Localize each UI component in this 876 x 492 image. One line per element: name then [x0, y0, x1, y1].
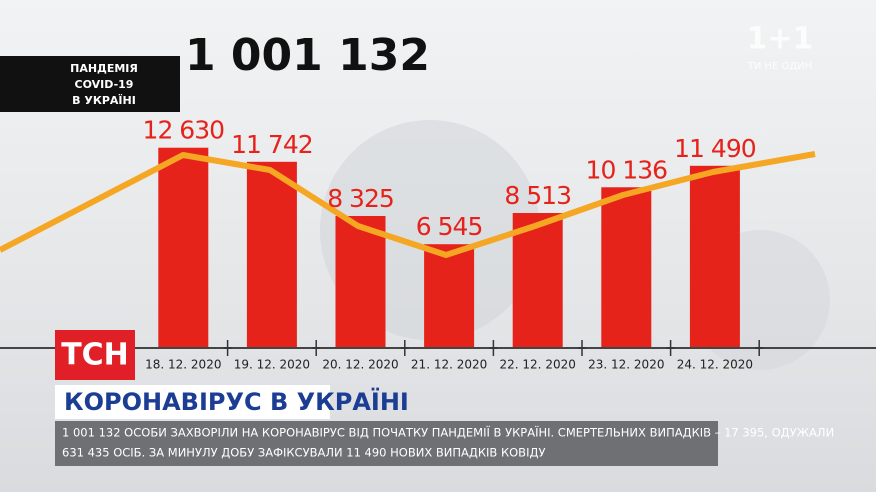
bar [158, 147, 209, 348]
x-tick-label: 18. 12. 2020 [145, 358, 221, 372]
channel-slogan: ТИ НЕ ОДИН [747, 61, 812, 72]
separator [400, 340, 409, 356]
x-tick-label: 24. 12. 2020 [677, 358, 753, 372]
separator [489, 340, 498, 356]
x-tick-label: 22. 12. 2020 [500, 358, 576, 372]
bar [601, 187, 652, 348]
x-tick-label: 20. 12. 2020 [322, 358, 398, 372]
bar [246, 161, 297, 348]
bar [512, 213, 563, 348]
bar [335, 215, 386, 348]
total-cases: 1 001 132 [185, 30, 430, 81]
x-tick-label: 23. 12. 2020 [588, 358, 664, 372]
trend-line [0, 151, 816, 258]
channel-logo: 1+1 [747, 22, 814, 57]
ticker-box [55, 421, 718, 466]
separator [666, 340, 675, 356]
bar [424, 244, 475, 348]
headline: КОРОНАВІРУС В УКРАЇНІ [64, 387, 409, 416]
ticker-line: 631 435 ОСІБ. ЗА МИНУЛУ ДОБУ ЗАФІКСУВАЛИ… [62, 446, 545, 460]
value-label: 6 545 [416, 212, 483, 241]
badge-box [0, 56, 180, 112]
badge-line: ПАНДЕМІЯ [70, 62, 138, 75]
value-label: 8 325 [327, 184, 394, 213]
value-label: 10 136 [586, 155, 668, 184]
badge-line: В УКРАЇНІ [72, 93, 136, 107]
value-label: 11 742 [231, 130, 312, 159]
ticker-line: 1 001 132 ОСОБИ ЗАХВОРІЛИ НА КОРОНАВІРУС… [62, 425, 834, 440]
separator [312, 340, 321, 356]
bar [689, 165, 740, 348]
x-tick-label: 21. 12. 2020 [411, 358, 487, 372]
headline-box [55, 385, 330, 419]
separator [578, 340, 586, 356]
value-label: 11 490 [674, 134, 756, 163]
show-logo: ТСН [61, 338, 129, 373]
separator [755, 340, 764, 356]
value-label: 8 513 [504, 181, 571, 210]
x-tick-label: 19. 12. 2020 [234, 358, 310, 372]
value-label: 12 630 [143, 116, 225, 145]
separator [223, 340, 232, 356]
show-logo-box [55, 330, 135, 380]
badge-line: COVID-19 [75, 78, 134, 91]
